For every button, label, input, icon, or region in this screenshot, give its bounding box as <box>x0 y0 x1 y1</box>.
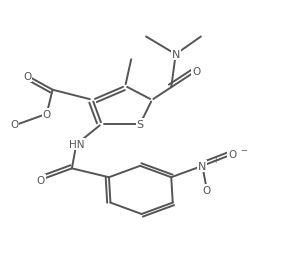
Text: O: O <box>23 71 32 82</box>
Text: HN: HN <box>69 140 84 150</box>
Text: N: N <box>172 50 180 60</box>
Text: S: S <box>136 119 144 130</box>
Text: O: O <box>37 175 45 185</box>
Text: O: O <box>192 67 201 76</box>
Text: N: N <box>198 161 207 171</box>
Text: O: O <box>203 185 211 195</box>
Text: −: − <box>240 145 247 154</box>
Text: +: + <box>212 155 218 164</box>
Text: O: O <box>228 150 236 160</box>
Text: O: O <box>10 119 18 130</box>
Text: O: O <box>43 109 51 119</box>
